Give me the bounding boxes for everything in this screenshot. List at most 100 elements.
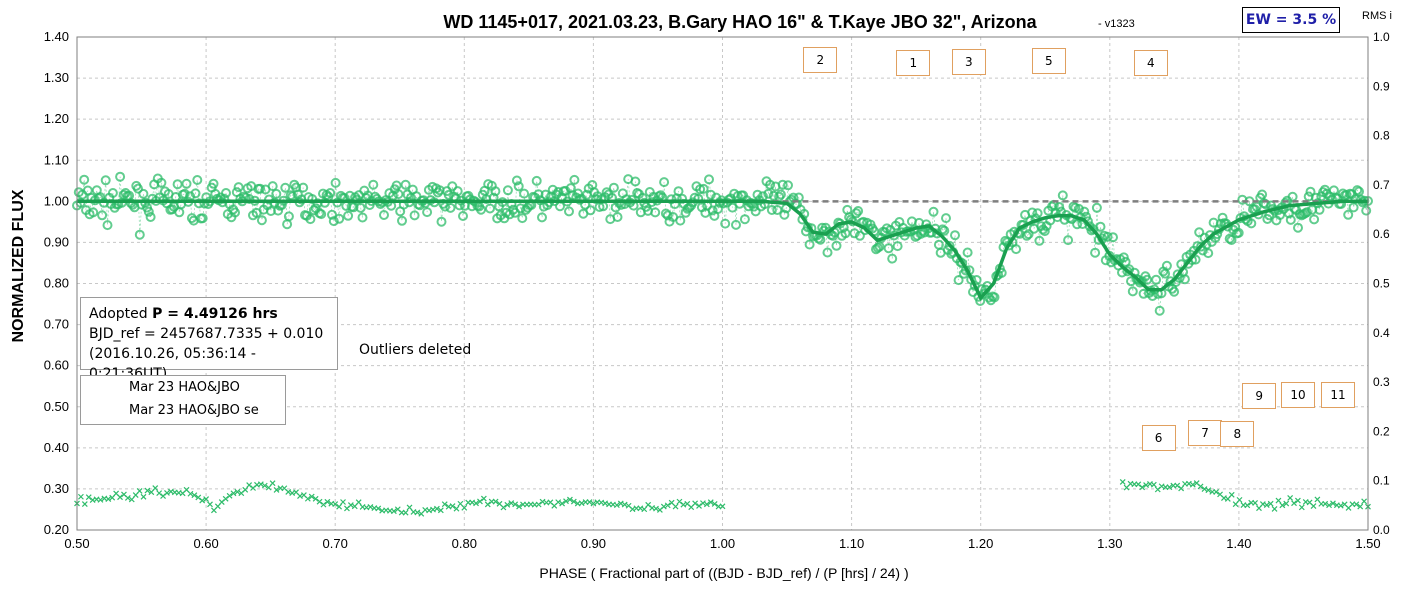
rms-point — [1150, 481, 1157, 488]
flux-point — [179, 188, 190, 199]
flux-point — [1090, 247, 1101, 258]
flux-point — [793, 192, 804, 203]
rms-point — [1357, 503, 1364, 510]
rms-point — [1263, 502, 1270, 508]
flux-point — [107, 188, 118, 198]
flux-point — [1039, 226, 1050, 237]
rms-point — [152, 485, 159, 491]
flux-point — [731, 219, 741, 230]
rms-point — [336, 503, 343, 510]
flux-point — [511, 175, 522, 186]
rms-point — [340, 499, 346, 505]
flux-point — [316, 209, 327, 220]
flux-point — [883, 243, 894, 254]
adopted-label: Adopted — [89, 306, 153, 322]
flux-point — [190, 188, 201, 199]
flux-point — [1179, 274, 1190, 285]
y2-tick-label: 0.4 — [1373, 326, 1390, 340]
rms-point — [234, 488, 241, 495]
flux-point — [720, 218, 731, 229]
flux-point — [569, 174, 580, 185]
flux-point — [1305, 186, 1316, 197]
flux-point — [939, 225, 950, 236]
rms-point — [453, 505, 460, 512]
rms-point — [1283, 500, 1290, 507]
flux-point — [409, 210, 420, 221]
flux-point — [271, 188, 282, 199]
y-tick-label: 0.20 — [44, 522, 69, 537]
flux-point — [445, 202, 456, 213]
rms-point — [492, 498, 499, 505]
rms-point — [390, 508, 397, 515]
rms-point — [508, 500, 515, 507]
y-axis-label: NORMALIZED FLUX — [10, 189, 27, 342]
rms-point — [703, 501, 710, 508]
flux-point — [698, 183, 709, 194]
flux-point — [357, 212, 368, 223]
flux-point — [1034, 235, 1045, 246]
y-tick-label: 1.00 — [44, 193, 69, 208]
y2-tick-label: 0.2 — [1373, 424, 1390, 438]
rms-point — [563, 498, 569, 505]
rms-point — [653, 505, 659, 512]
y-tick-label: 0.80 — [44, 276, 69, 291]
rms-point — [257, 481, 264, 488]
flux-point — [601, 187, 612, 198]
rms-point — [332, 501, 339, 507]
period-info-box: Adopted P = 4.49126 hrs BJD_ref = 245768… — [80, 297, 338, 382]
flux-point — [368, 179, 379, 190]
rms-point — [324, 498, 331, 505]
flux-point — [230, 207, 240, 218]
rms-point — [1178, 485, 1185, 492]
rms-point — [1119, 479, 1126, 485]
flux-point — [772, 205, 783, 215]
rms-point — [1271, 506, 1278, 512]
rms-point — [199, 497, 206, 504]
y2-axis-label: RMS i — [1362, 10, 1392, 22]
rms-point — [203, 496, 210, 502]
legend-entry-flux: Mar 23 HAO&JBO — [129, 380, 240, 395]
rms-point — [222, 495, 229, 502]
flux-point — [280, 182, 291, 193]
y2-tick-label: 0.5 — [1373, 277, 1390, 291]
flux-point — [476, 204, 486, 215]
rms-point — [187, 490, 194, 497]
rms-point — [1337, 502, 1344, 509]
flux-point — [849, 228, 860, 239]
rms-point — [144, 487, 151, 494]
flux-point — [804, 239, 815, 250]
rms-point — [1294, 497, 1301, 504]
flux-point — [283, 211, 294, 222]
rms-point — [1174, 482, 1181, 489]
y-tick-label: 1.10 — [44, 152, 69, 167]
rms-series — [74, 479, 1371, 517]
flux-point — [327, 209, 337, 220]
dip-marker-10: 10 — [1280, 381, 1315, 408]
rms-point — [191, 492, 198, 499]
flux-point — [143, 206, 154, 217]
flux-point — [97, 210, 108, 221]
rms-point — [285, 488, 292, 495]
rms-point — [559, 500, 566, 507]
rms-point — [1189, 481, 1196, 488]
rms-point — [1361, 498, 1368, 505]
flux-point — [174, 207, 185, 218]
rms-point — [164, 490, 170, 496]
rms-point — [484, 501, 491, 508]
flux-point — [221, 188, 231, 198]
flux-point — [854, 230, 865, 241]
dip-marker-8: 8 — [1220, 421, 1255, 448]
rms-point — [664, 502, 671, 509]
flux-point — [874, 241, 885, 252]
rms-point — [124, 495, 131, 501]
flux-point — [1127, 286, 1138, 297]
flux-point — [1343, 209, 1354, 220]
y-tick-label: 1.30 — [44, 70, 69, 85]
flux-point — [1293, 222, 1303, 233]
rms-point — [265, 484, 272, 491]
dip-marker-11: 11 — [1321, 381, 1356, 408]
rms-point — [1166, 484, 1173, 491]
flux-point — [267, 181, 278, 192]
flux-point — [695, 184, 706, 195]
flux-point — [513, 181, 524, 192]
